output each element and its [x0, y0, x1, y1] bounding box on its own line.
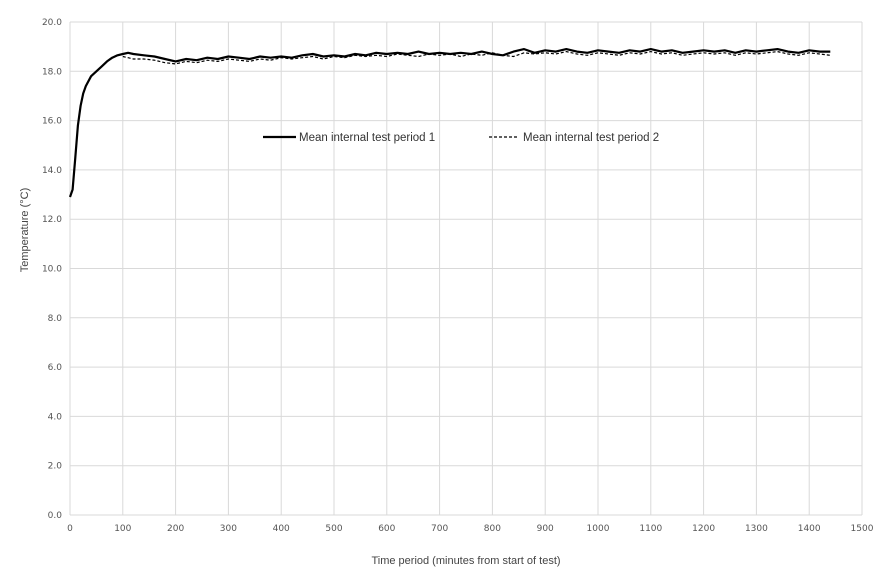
x-tick-label: 300 — [220, 524, 237, 534]
x-tick-label: 1200 — [692, 524, 715, 534]
y-tick-label: 12.0 — [42, 215, 62, 225]
x-tick-label: 1100 — [639, 524, 662, 534]
y-tick-label: 2.0 — [48, 462, 63, 472]
x-axis-label: Time period (minutes from start of test) — [371, 555, 560, 567]
x-tick-label: 500 — [325, 524, 342, 534]
x-tick-labels: 0 100 200 300 400 500 600 700 800 900 1000 1100 1200… — [67, 524, 874, 534]
x-tick-label: 900 — [537, 524, 554, 534]
y-tick-label: 6.0 — [48, 363, 63, 373]
y-axis-label: Temperature (°C) — [19, 188, 31, 272]
x-tick-label: 0 — [67, 524, 73, 534]
y-tick-label: 14.0 — [42, 166, 62, 176]
legend-label-period-2: Mean internal test period 2 — [523, 132, 659, 144]
y-tick-label: 10.0 — [42, 265, 62, 275]
y-tick-label: 18.0 — [42, 67, 62, 77]
x-tick-label: 700 — [431, 524, 448, 534]
x-tick-label: 600 — [378, 524, 395, 534]
gridlines — [69, 21, 863, 516]
series-line-period-1 — [68, 47, 831, 198]
x-tick-label: 1500 — [851, 524, 874, 534]
y-tick-label: 8.0 — [48, 314, 63, 324]
x-tick-label: 800 — [484, 524, 501, 534]
x-tick-label: 1400 — [798, 524, 821, 534]
series-line-period-2 — [122, 50, 831, 65]
x-tick-label: 400 — [273, 524, 290, 534]
x-tick-label: 1300 — [745, 524, 768, 534]
y-tick-label: 4.0 — [48, 412, 63, 422]
y-tick-label: 16.0 — [42, 117, 62, 127]
legend: Mean internal test period 1 Mean interna… — [263, 132, 659, 144]
x-tick-label: 200 — [167, 524, 184, 534]
x-tick-label: 1000 — [587, 524, 610, 534]
y-tick-labels: 0.0 2.0 4.0 6.0 8.0 10.0 12.0 14.0 16.0 18.0 20.0 — [42, 18, 62, 521]
y-tick-label: 20.0 — [42, 18, 62, 28]
legend-label-period-1: Mean internal test period 1 — [299, 132, 435, 144]
data-series — [68, 47, 831, 198]
x-tick-label: 100 — [114, 524, 131, 534]
y-tick-label: 0.0 — [48, 511, 63, 521]
